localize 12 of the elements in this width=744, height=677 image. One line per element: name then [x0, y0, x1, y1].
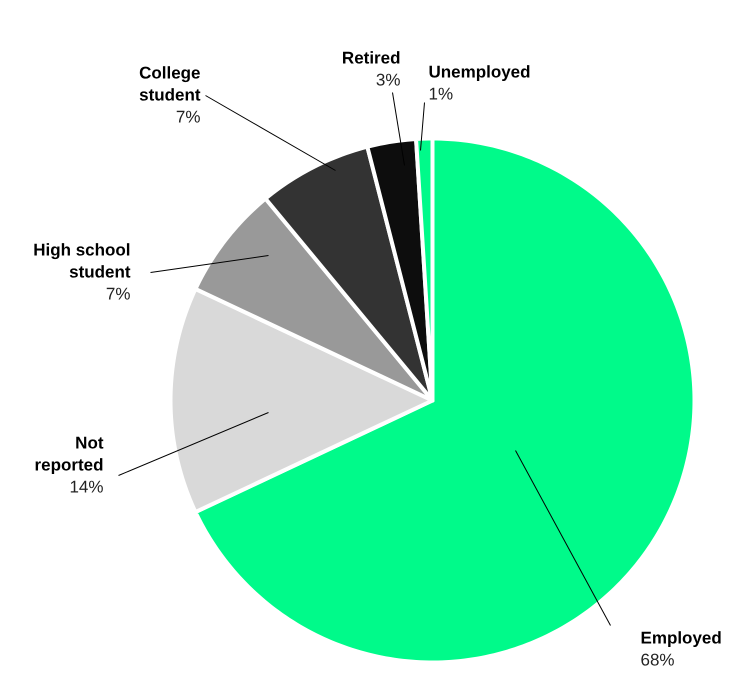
data-label: 7% [106, 284, 131, 304]
data-label: 14% [69, 478, 104, 496]
slice-label: Employed [640, 628, 722, 648]
data-label: 68% [640, 650, 675, 670]
data-label: 3% [376, 70, 401, 90]
slice-label: Not reported [34, 434, 104, 474]
data-label: 7% [176, 108, 201, 126]
slice-label: College student [139, 64, 201, 104]
slice-label: Unemployed [428, 62, 531, 82]
data-label: 1% [428, 84, 454, 104]
slice-label: High school student [33, 240, 131, 282]
slice-label: Retired [342, 48, 401, 68]
